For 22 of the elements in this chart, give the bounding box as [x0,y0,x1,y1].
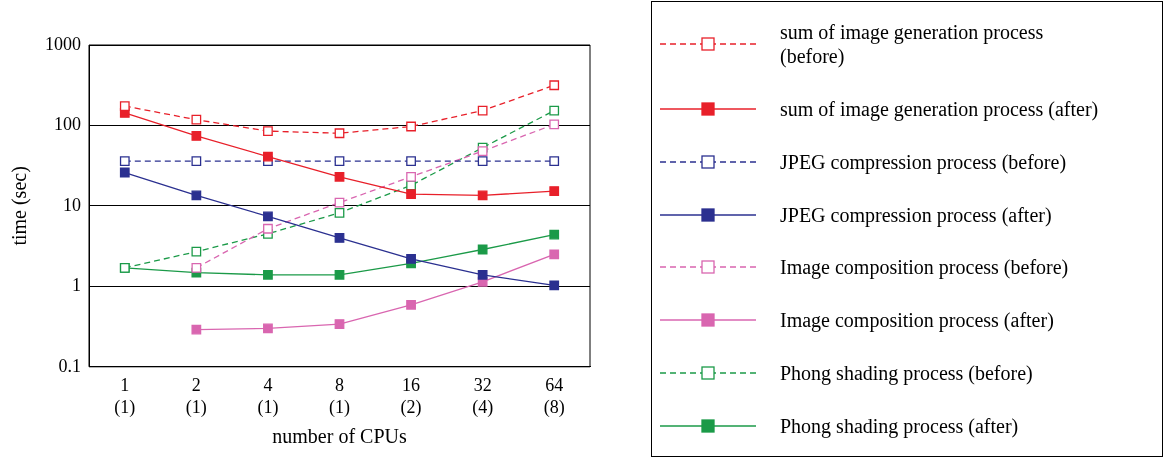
y-tick-label: 100 [54,114,81,135]
x-tick-label: 32 (4) [472,375,494,418]
y-tick-label: 10 [63,194,81,215]
legend-label: Phong shading process (after) [780,413,1019,438]
legend-label: JPEG compression process (after) [780,202,1052,227]
y-tick-label: 1 [72,275,81,296]
legend-label: JPEG compression process (before) [780,149,1067,174]
legend-label: sum of image generation process (before) [780,20,1045,69]
y-axis-title: time (sec) [8,166,32,246]
y-tick-label: 0.1 [58,355,81,376]
x-tick-label: 4 (1) [257,375,279,418]
legend-label: Image composition process (before) [780,255,1069,280]
x-axis-title: number of CPUs [272,425,407,448]
x-tick-label: 16 (2) [400,375,422,418]
legend-label: sum of image generation process (after) [780,97,1099,122]
x-tick-label: 64 (8) [543,375,565,418]
y-tick-label: 1000 [45,33,81,54]
x-tick-label: 8 (1) [329,375,350,418]
legend-label: Image composition process (after) [780,308,1054,333]
x-tick-label: 1 (1) [114,375,136,418]
x-tick-label: 2 (1) [185,375,207,418]
legend-label: Phong shading process (before) [780,360,1033,385]
